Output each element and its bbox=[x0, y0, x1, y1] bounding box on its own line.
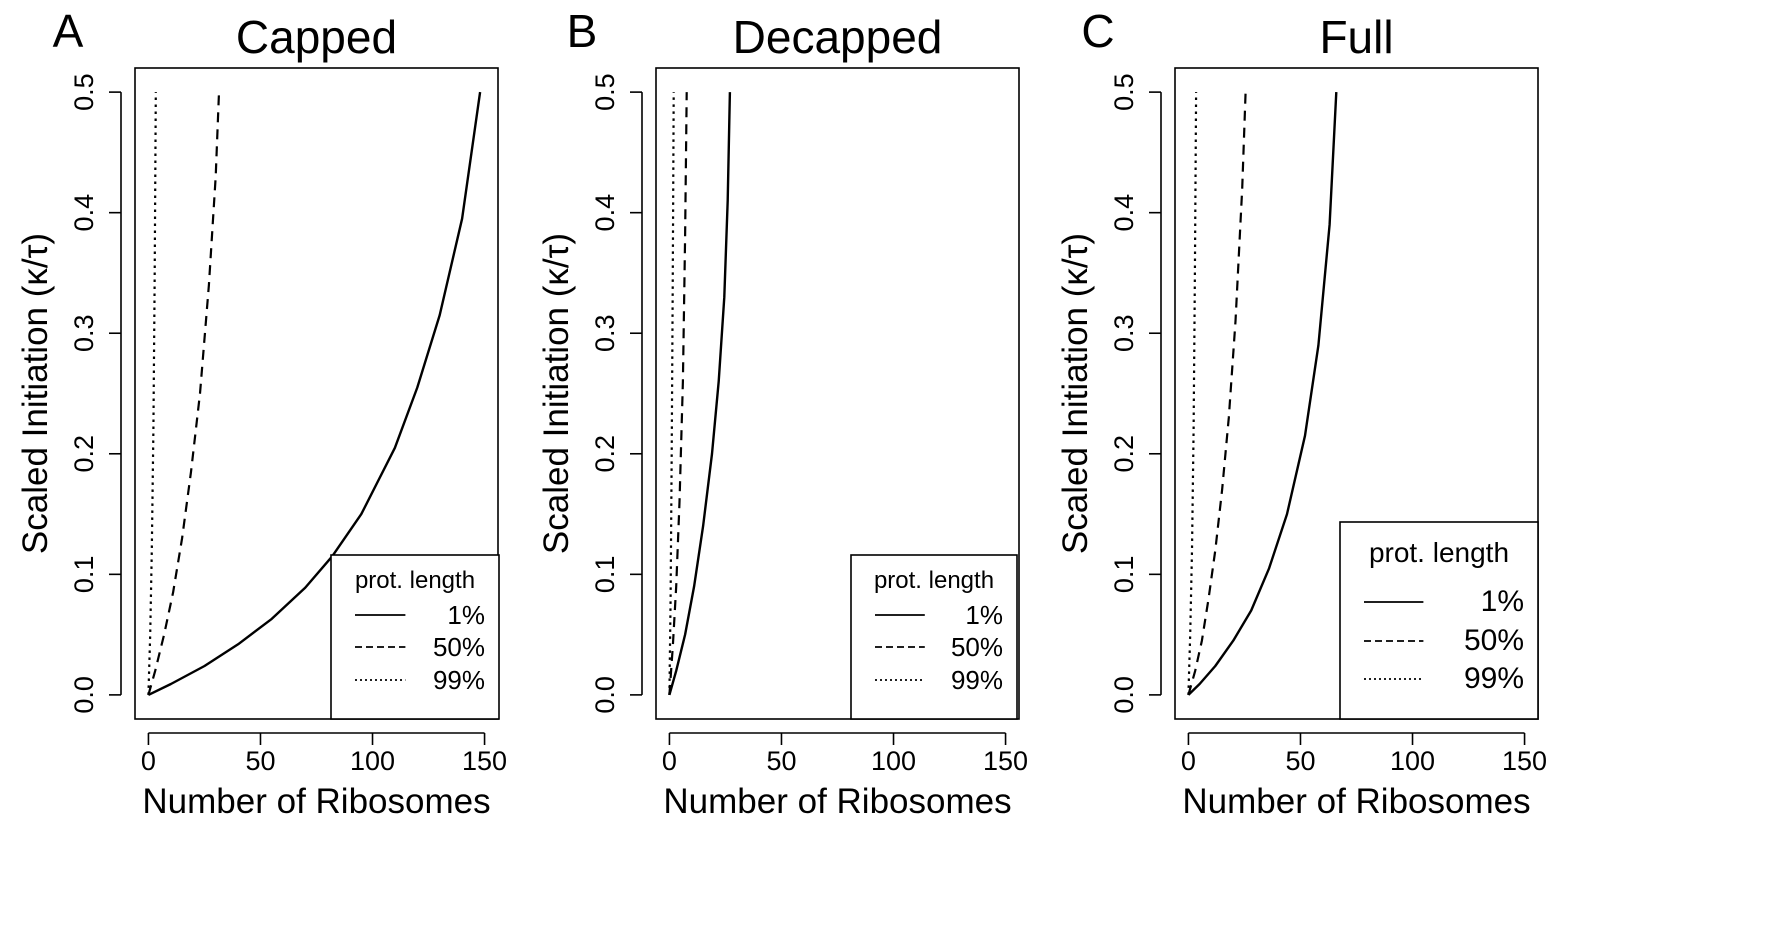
y-axis-label: Scaled Initiation (κ/τ) bbox=[1056, 233, 1095, 554]
chart-title: Capped bbox=[236, 11, 397, 63]
x-tick-label: 0 bbox=[1181, 746, 1196, 776]
legend-label: 50% bbox=[1464, 624, 1524, 657]
legend: prot. length 1% 50% 99% bbox=[1339, 521, 1539, 720]
panel-letter: B bbox=[567, 5, 598, 57]
legend-label: 50% bbox=[951, 632, 1003, 662]
legend: prot. length 1%50%99% bbox=[330, 554, 500, 720]
series-line-dotted bbox=[668, 92, 675, 695]
x-tick-label: 50 bbox=[1285, 746, 1315, 776]
y-tick-label: 0.0 bbox=[590, 676, 620, 714]
y-tick-label: 0.0 bbox=[1109, 676, 1139, 714]
x-axis-label: Number of Ribosomes bbox=[663, 782, 1011, 821]
x-tick-label: 150 bbox=[462, 746, 507, 776]
y-tick-label: 0.2 bbox=[590, 435, 620, 473]
legend-box bbox=[1339, 521, 1539, 720]
y-tick-label: 0.1 bbox=[590, 556, 620, 594]
series-line-dashed bbox=[147, 92, 221, 696]
x-tick-label: 100 bbox=[1390, 746, 1435, 776]
series-line-dashed bbox=[1187, 92, 1247, 696]
legend-box bbox=[850, 554, 1018, 720]
legend-label: 99% bbox=[1464, 662, 1524, 695]
series-line-dashed bbox=[668, 92, 688, 695]
y-tick-label: 0.1 bbox=[1109, 556, 1139, 594]
y-tick-label: 0.0 bbox=[69, 676, 99, 714]
plot-frame bbox=[655, 67, 1020, 720]
panel-letter: C bbox=[1081, 5, 1114, 57]
y-tick-label: 0.4 bbox=[69, 194, 99, 232]
y-axis-label: Scaled Initiation (κ/τ) bbox=[16, 233, 55, 554]
y-tick-label: 0.3 bbox=[1109, 314, 1139, 352]
legend-label: 99% bbox=[951, 665, 1003, 695]
panel-C: C Full 0 50 100 150 Number of Ribosomes 0.0 0.1 0… bbox=[1056, 5, 1547, 821]
x-axis-label: Number of Ribosomes bbox=[142, 782, 490, 821]
x-tick-label: 50 bbox=[766, 746, 796, 776]
y-tick-label: 0.2 bbox=[69, 435, 99, 473]
series-line-solid bbox=[1187, 92, 1338, 696]
legend-title: prot. length bbox=[874, 567, 994, 594]
x-tick-label: 0 bbox=[662, 746, 677, 776]
series-line-dotted bbox=[147, 92, 157, 695]
y-tick-label: 0.5 bbox=[69, 73, 99, 111]
x-tick-label: 150 bbox=[983, 746, 1028, 776]
y-tick-label: 0.3 bbox=[69, 314, 99, 352]
panel-B: B Decapped 0 50 100 150 Number of Ribosomes 0.0… bbox=[537, 5, 1028, 821]
legend-label: 1% bbox=[1481, 585, 1524, 618]
y-axis-label: Scaled Initiation (κ/τ) bbox=[537, 233, 576, 554]
x-tick-label: 0 bbox=[141, 746, 156, 776]
chart-title: Decapped bbox=[733, 11, 943, 63]
chart-title: Full bbox=[1319, 11, 1393, 63]
legend-label: 99% bbox=[433, 665, 485, 695]
y-tick-label: 0.5 bbox=[1109, 73, 1139, 111]
legend-title: prot. length bbox=[1369, 537, 1509, 568]
legend-label: 1% bbox=[447, 600, 485, 630]
legend-label: 1% bbox=[965, 600, 1003, 630]
x-axis-label: Number of Ribosomes bbox=[1182, 782, 1530, 821]
x-tick-label: 150 bbox=[1502, 746, 1547, 776]
legend-title: prot. length bbox=[355, 567, 475, 594]
panel-A: A Capped 0 50 100 150 Number of Ribosomes 0.0 0.… bbox=[16, 5, 507, 821]
legend: prot. length 1%50%99% bbox=[850, 554, 1018, 720]
x-tick-label: 50 bbox=[245, 746, 275, 776]
plot-frame bbox=[134, 67, 499, 720]
x-tick-label: 100 bbox=[350, 746, 395, 776]
panel-letter: A bbox=[53, 5, 84, 57]
y-tick-label: 0.1 bbox=[69, 556, 99, 594]
legend-box bbox=[330, 554, 500, 720]
x-tick-label: 100 bbox=[871, 746, 916, 776]
y-tick-label: 0.3 bbox=[590, 314, 620, 352]
y-tick-label: 0.2 bbox=[1109, 435, 1139, 473]
y-tick-label: 0.4 bbox=[1109, 194, 1139, 232]
y-tick-label: 0.5 bbox=[590, 73, 620, 111]
series-line-dotted bbox=[1187, 92, 1198, 695]
y-tick-label: 0.4 bbox=[590, 194, 620, 232]
legend-label: 50% bbox=[433, 632, 485, 662]
series-line-solid bbox=[668, 92, 732, 696]
